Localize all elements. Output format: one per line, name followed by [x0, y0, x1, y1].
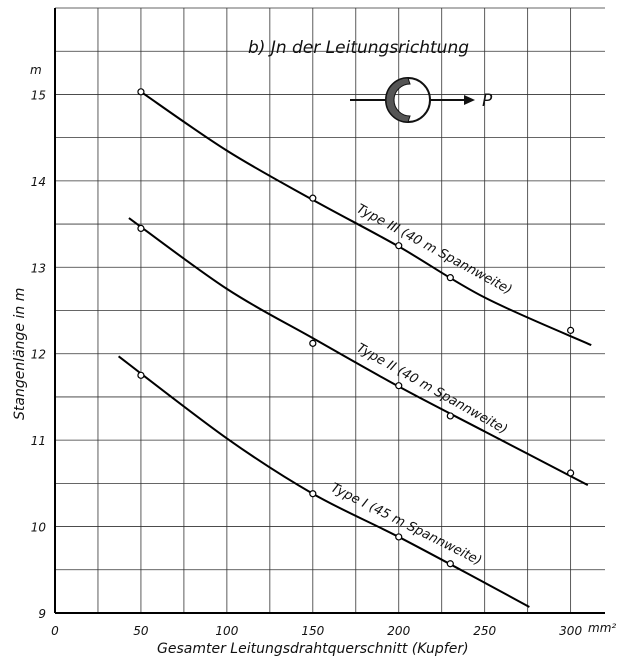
data-point	[395, 533, 403, 541]
data-point	[446, 560, 454, 568]
axes	[54, 8, 605, 614]
data-points	[137, 88, 575, 568]
series-line	[117, 355, 530, 608]
series-label: Type III (40 m Spannweite)	[354, 202, 514, 298]
data-point	[446, 412, 454, 420]
y-tick-label: 14	[31, 175, 46, 189]
grid	[54, 7, 605, 614]
y-tick-label: 10	[31, 521, 47, 535]
y-tick-label: 11	[31, 434, 46, 448]
data-point	[395, 242, 403, 250]
y-tick-label: 15	[31, 88, 46, 102]
y-tick-label: 13	[31, 261, 46, 275]
y-tick-label: 12	[31, 348, 46, 362]
chart-title: b) Jn der Leitungsrichtung	[248, 38, 469, 58]
data-point	[567, 469, 575, 477]
x-tick-label: 100	[215, 624, 238, 638]
data-point	[309, 490, 317, 498]
x-tick-label: 300	[559, 624, 582, 638]
series-label: Type I (45 m Spannweite)	[328, 481, 484, 569]
data-point	[395, 382, 403, 390]
y-unit-label: m	[30, 63, 42, 77]
data-point	[309, 339, 317, 347]
data-point	[567, 326, 575, 334]
data-point	[446, 274, 454, 282]
data-point	[137, 371, 145, 379]
data-point	[137, 88, 145, 96]
x-tick-label: 50	[133, 624, 149, 638]
tick-labels: 0 50 100 150 200 250 300 9 10 11 12 13 14 15	[31, 88, 583, 638]
series-line	[128, 217, 589, 486]
force-label: P	[482, 91, 493, 111]
x-tick-label: 250	[473, 624, 496, 638]
x-tick-label: 0	[51, 624, 59, 638]
x-tick-label: 200	[387, 624, 410, 638]
x-unit-label: mm²	[588, 621, 616, 635]
x-tick-label: 150	[301, 624, 324, 638]
data-point	[309, 194, 317, 202]
x-axis-title: Gesamter Leitungsdrahtquerschnitt (Kupfe…	[157, 641, 469, 657]
series-label: Type II (40 m Spannweite)	[354, 341, 510, 438]
series-curves	[117, 91, 592, 608]
data-point	[137, 224, 145, 232]
y-tick-label: 9	[38, 607, 46, 621]
series-line	[140, 91, 592, 346]
y-axis-title: Stangenlänge in m	[12, 288, 28, 420]
cross-section-diagram: P	[350, 77, 493, 123]
